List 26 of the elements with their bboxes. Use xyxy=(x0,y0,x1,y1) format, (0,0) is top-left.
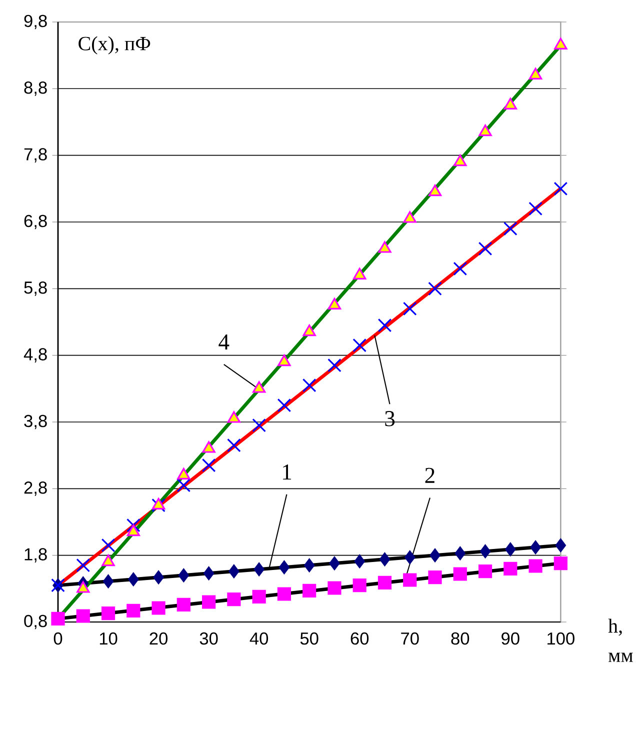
x-tick-label: 90 xyxy=(502,632,520,645)
x-tick-label: 80 xyxy=(451,632,470,645)
y-tick-label: 7,8 xyxy=(24,148,47,162)
x-tick-label: 40 xyxy=(250,632,268,645)
y-tick-label: 6,8 xyxy=(24,214,47,230)
y-tick-label: 4,8 xyxy=(24,348,47,362)
y-tick-label: 5,8 xyxy=(24,281,47,296)
x-tick-label: 50 xyxy=(300,632,318,645)
y-axis-title: C(x), пФ xyxy=(78,36,150,54)
y-tick-label: 9,8 xyxy=(24,14,47,30)
text: 4 xyxy=(218,334,230,350)
y-tick-label: 2,8 xyxy=(24,482,47,496)
x-tick-label: 60 xyxy=(350,632,369,645)
x-tick-label: 0 xyxy=(54,632,62,645)
x-tick-label: 10 xyxy=(100,632,118,645)
y-tick-label: 3,8 xyxy=(24,414,47,430)
y-tick-label: 1,8 xyxy=(24,548,47,562)
x-tick-label: 70 xyxy=(401,632,419,645)
x-tick-label: 20 xyxy=(150,632,168,645)
text: 2 xyxy=(425,468,434,483)
text: 1 xyxy=(283,464,292,480)
x-tick-label: 100 xyxy=(548,632,574,645)
y-tick-label: 8,8 xyxy=(24,81,47,96)
x-tick-label: 30 xyxy=(200,632,218,645)
y-tick-label: 0,8 xyxy=(24,614,47,630)
x-axis-title: h, мм xyxy=(608,618,633,662)
